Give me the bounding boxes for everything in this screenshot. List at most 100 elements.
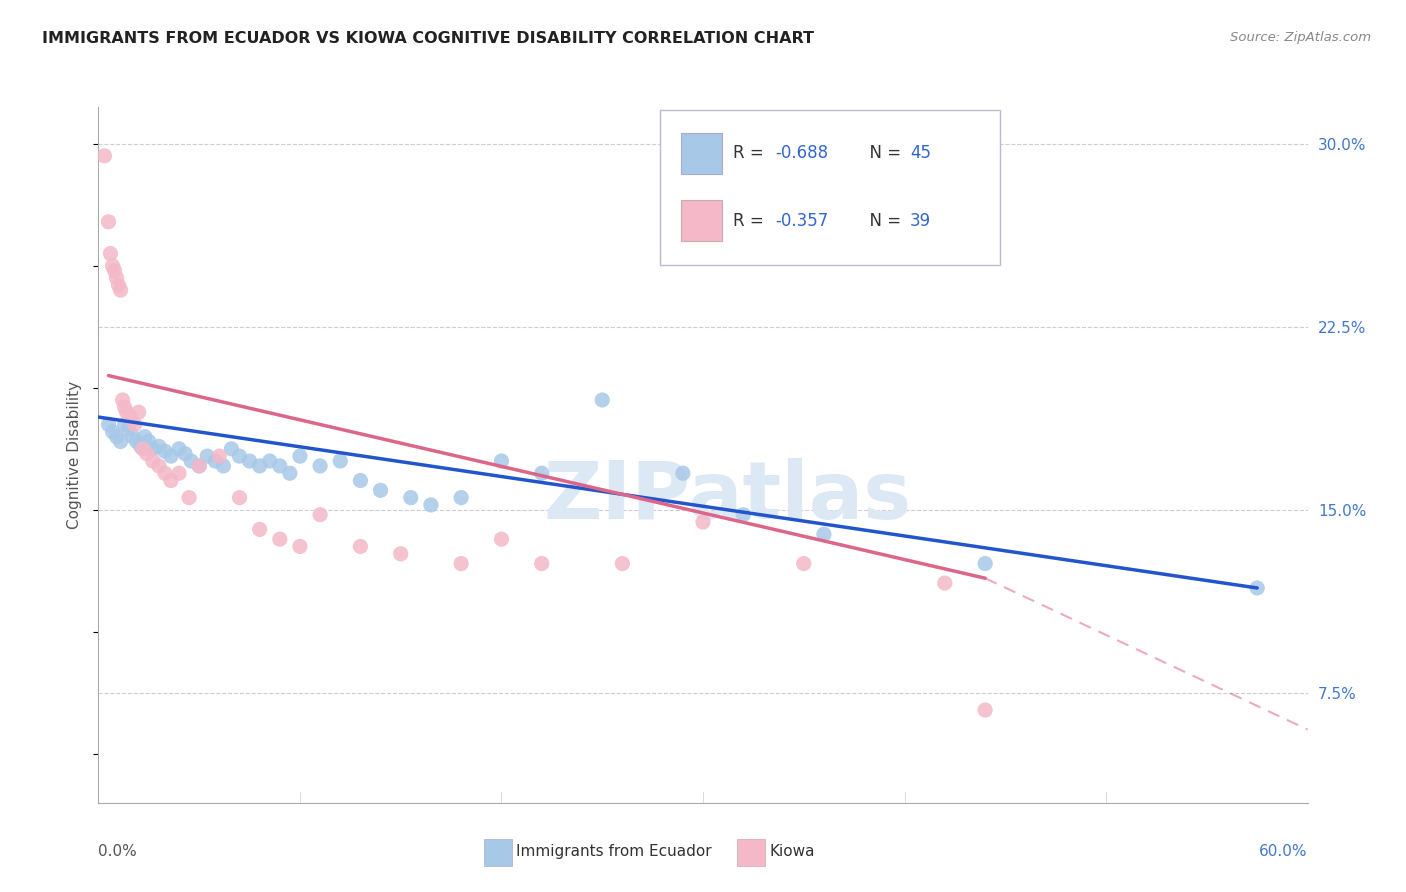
Point xyxy=(103,263,125,277)
Point xyxy=(134,429,156,443)
Text: N =: N = xyxy=(859,145,907,162)
Point xyxy=(153,444,176,458)
Point xyxy=(228,491,250,505)
Point xyxy=(221,442,243,456)
Point xyxy=(188,458,211,473)
Point xyxy=(174,447,197,461)
Point xyxy=(450,557,472,571)
Point xyxy=(370,483,392,498)
Point xyxy=(204,454,226,468)
Point xyxy=(167,467,190,481)
Point xyxy=(129,439,152,453)
Text: R =: R = xyxy=(733,145,769,162)
Text: ZIPatlas: ZIPatlas xyxy=(543,458,911,536)
Point xyxy=(114,401,136,415)
Point xyxy=(128,405,150,419)
Point xyxy=(612,557,634,571)
Point xyxy=(120,410,142,425)
Point xyxy=(349,474,371,488)
Point xyxy=(195,449,218,463)
Text: 45: 45 xyxy=(910,145,931,162)
Point xyxy=(491,532,513,546)
Point xyxy=(349,540,371,554)
Point xyxy=(269,532,291,546)
Point xyxy=(278,467,301,481)
Point xyxy=(491,454,513,468)
Text: 39: 39 xyxy=(910,211,931,229)
Text: -0.357: -0.357 xyxy=(775,211,828,229)
Point xyxy=(672,467,695,481)
Text: N =: N = xyxy=(859,211,907,229)
Point xyxy=(180,454,202,468)
Point xyxy=(135,447,157,461)
Point xyxy=(530,557,553,571)
Point xyxy=(188,458,211,473)
Point xyxy=(138,434,160,449)
Point xyxy=(148,439,170,453)
Point xyxy=(142,442,165,456)
Point xyxy=(530,467,553,481)
Point xyxy=(93,149,115,163)
Text: IMMIGRANTS FROM ECUADOR VS KIOWA COGNITIVE DISABILITY CORRELATION CHART: IMMIGRANTS FROM ECUADOR VS KIOWA COGNITI… xyxy=(42,31,814,46)
Point xyxy=(101,425,124,439)
Point xyxy=(105,429,128,443)
Text: Kiowa: Kiowa xyxy=(769,845,814,859)
Point xyxy=(249,522,271,536)
Text: -0.688: -0.688 xyxy=(775,145,828,162)
Point xyxy=(114,417,136,432)
Point xyxy=(208,449,231,463)
Point xyxy=(115,405,138,419)
Point xyxy=(132,442,155,456)
Point xyxy=(974,703,997,717)
Text: Immigrants from Ecuador: Immigrants from Ecuador xyxy=(516,845,711,859)
Point xyxy=(110,283,132,297)
Point xyxy=(288,449,311,463)
Point xyxy=(148,458,170,473)
Point xyxy=(389,547,412,561)
Point xyxy=(125,434,148,449)
Point xyxy=(160,449,183,463)
Point xyxy=(733,508,755,522)
Text: 0.0%: 0.0% xyxy=(98,845,138,859)
Point xyxy=(111,392,134,407)
Point xyxy=(153,467,176,481)
Point xyxy=(124,417,146,432)
Point xyxy=(167,442,190,456)
Point xyxy=(212,458,235,473)
Point xyxy=(288,540,311,554)
Point xyxy=(97,417,120,432)
Point xyxy=(329,454,352,468)
Point xyxy=(420,498,443,512)
Y-axis label: Cognitive Disability: Cognitive Disability xyxy=(67,381,83,529)
Text: 60.0%: 60.0% xyxy=(1260,845,1308,859)
Point xyxy=(259,454,281,468)
Point xyxy=(813,527,835,541)
Point xyxy=(269,458,291,473)
Point xyxy=(97,215,120,229)
Point xyxy=(591,392,613,407)
Point xyxy=(309,508,332,522)
Text: R =: R = xyxy=(733,211,769,229)
Point xyxy=(692,515,714,529)
Point xyxy=(399,491,422,505)
Point xyxy=(228,449,250,463)
Point xyxy=(118,422,141,436)
Point xyxy=(450,491,472,505)
Point xyxy=(793,557,815,571)
Point xyxy=(309,458,332,473)
Point xyxy=(142,454,165,468)
Point xyxy=(160,474,183,488)
Point xyxy=(105,271,128,285)
Point xyxy=(121,429,143,443)
Point xyxy=(107,278,129,293)
Point xyxy=(1246,581,1268,595)
Point xyxy=(974,557,997,571)
Point xyxy=(101,259,124,273)
Point xyxy=(239,454,262,468)
Text: Source: ZipAtlas.com: Source: ZipAtlas.com xyxy=(1230,31,1371,45)
Point xyxy=(179,491,201,505)
Point xyxy=(249,458,271,473)
Point xyxy=(934,576,956,591)
Point xyxy=(110,434,132,449)
Point xyxy=(100,246,122,260)
